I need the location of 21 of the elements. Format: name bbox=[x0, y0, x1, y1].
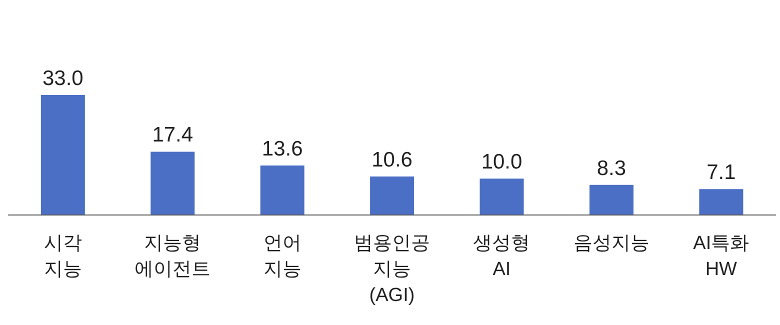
bar bbox=[589, 184, 634, 215]
data-label: 8.3 bbox=[596, 156, 626, 180]
x-tick-label: 언어 지능 bbox=[263, 233, 302, 280]
data-label: 10.6 bbox=[372, 148, 412, 172]
data-label: 7.1 bbox=[706, 161, 736, 184]
bar bbox=[40, 95, 85, 215]
bar bbox=[699, 189, 744, 215]
x-tick-label: 시각 지능 bbox=[44, 233, 82, 280]
x-tick-label: 범용인공 지능 (AGI) bbox=[354, 233, 430, 306]
data-label: 17.4 bbox=[152, 124, 194, 147]
bar bbox=[260, 166, 304, 215]
bar bbox=[480, 178, 524, 215]
x-tick-label: 지능형 에이전트 bbox=[134, 233, 211, 280]
data-label: 33.0 bbox=[42, 67, 84, 90]
data-label: 13.6 bbox=[262, 138, 303, 161]
x-tick-label: 음성지능 bbox=[573, 233, 650, 254]
x-tick-label: AI특화 HW bbox=[693, 233, 750, 280]
bar bbox=[370, 176, 414, 215]
data-label: 10.0 bbox=[481, 150, 522, 174]
x-tick-label: 생성형 AI bbox=[473, 233, 530, 280]
bar bbox=[150, 152, 195, 215]
